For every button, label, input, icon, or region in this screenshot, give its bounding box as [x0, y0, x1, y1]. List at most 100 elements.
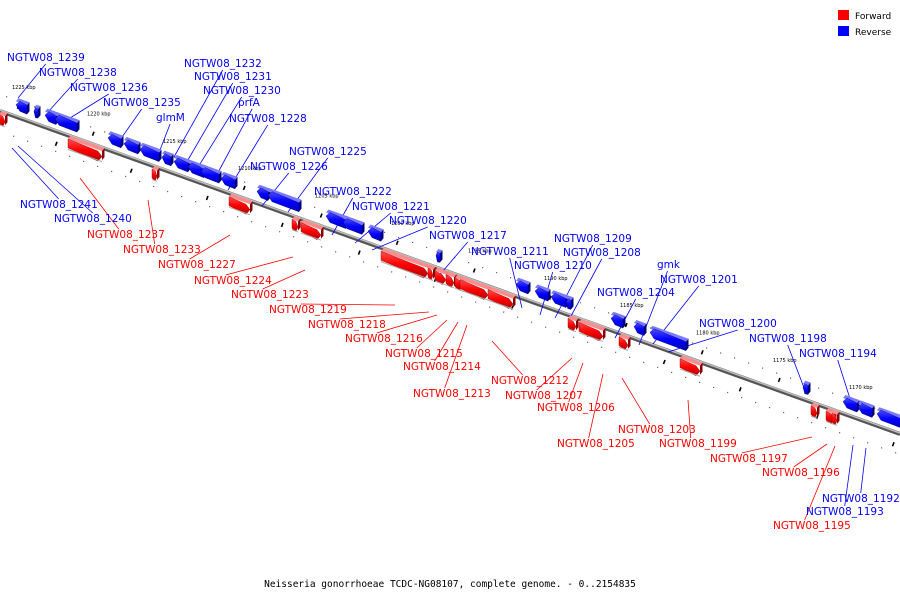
gene-label-ngtw08-1195[interactable]: NGTW08_1195	[773, 520, 851, 532]
reverse-gene-feature[interactable]	[267, 188, 302, 213]
forward-gene-feature[interactable]	[427, 265, 436, 281]
reverse-gene-feature[interactable]	[256, 184, 271, 201]
gene-label-ngtw08-1210[interactable]: NGTW08_1210	[514, 260, 592, 272]
label-leader-lines	[11, 63, 867, 521]
leader-line	[173, 69, 224, 158]
gene-label-ngtw08-1217[interactable]: NGTW08_1217	[429, 230, 507, 242]
gene-label-ngtw08-1239[interactable]: NGTW08_1239	[7, 52, 85, 64]
gene-label-ngtw08-1207[interactable]: NGTW08_1207	[505, 390, 583, 402]
reverse-gene-feature[interactable]	[802, 380, 811, 395]
gene-label-ngtw08-1228[interactable]: NGTW08_1228	[229, 113, 307, 125]
gene-label-ngtw08-1238[interactable]: NGTW08_1238	[39, 67, 117, 79]
gene-label-ngtw08-1194[interactable]: NGTW08_1194	[799, 348, 877, 360]
gene-label-ngtw08-1208[interactable]: NGTW08_1208	[563, 247, 641, 259]
reverse-gene-feature[interactable]	[123, 137, 141, 155]
gene-label-ngtw08-1241[interactable]: NGTW08_1241	[20, 199, 98, 211]
reverse-gene-feature[interactable]	[367, 224, 384, 242]
gene-label-ngtw08-1213[interactable]: NGTW08_1213	[413, 388, 491, 400]
gene-label-ngtw08-1211[interactable]: NGTW08_1211	[471, 246, 549, 258]
gene-label-ngtw08-1206[interactable]: NGTW08_1206	[537, 402, 615, 414]
reverse-gene-feature[interactable]	[200, 164, 222, 184]
gene-label-ngtw08-1235[interactable]: NGTW08_1235	[103, 97, 181, 109]
forward-gene-feature[interactable]	[487, 286, 516, 310]
reverse-gene-feature[interactable]	[649, 325, 689, 351]
forward-gene-feature[interactable]	[291, 216, 301, 233]
forward-gene-feature[interactable]	[228, 193, 253, 216]
forward-gene-feature[interactable]	[300, 219, 324, 241]
forward-gene-feature[interactable]	[0, 111, 8, 128]
reverse-gene-feature[interactable]	[107, 131, 124, 149]
gene-label-ngtw08-1226[interactable]: NGTW08_1226	[250, 161, 328, 173]
forward-gene-feature[interactable]	[67, 135, 105, 163]
gene-label-ngtw08-1224[interactable]: NGTW08_1224	[194, 275, 272, 287]
gene-label-ngtw08-1222[interactable]: NGTW08_1222	[314, 186, 392, 198]
forward-gene-feature[interactable]	[618, 333, 631, 351]
forward-gene-feature[interactable]	[567, 315, 579, 333]
reverse-gene-feature[interactable]	[534, 284, 551, 302]
reverse-gene-feature[interactable]	[550, 290, 569, 308]
gene-label-ngtw08-1232[interactable]: NGTW08_1232	[184, 58, 262, 70]
legend-label-forward: Forward	[855, 12, 891, 22]
reverse-gene-feature[interactable]	[633, 320, 647, 336]
reverse-gene-feature[interactable]	[139, 142, 162, 162]
gene-label-ngtw08-1230[interactable]: NGTW08_1230	[203, 85, 281, 97]
reverse-gene-feature[interactable]	[515, 277, 531, 295]
gene-label-prfa[interactable]: prfA	[238, 97, 261, 109]
forward-gene-feature[interactable]	[380, 248, 431, 280]
reverse-gene-feature[interactable]	[565, 295, 574, 310]
track-dot	[321, 246, 323, 248]
reverse-gene-feature[interactable]	[44, 108, 59, 125]
gene-label-ngtw08-1205[interactable]: NGTW08_1205	[557, 438, 635, 450]
forward-gene-feature[interactable]	[434, 267, 449, 286]
gene-label-ngtw08-1198[interactable]: NGTW08_1198	[749, 333, 827, 345]
gene-label-ngtw08-1193[interactable]: NGTW08_1193	[806, 506, 884, 518]
gene-label-ngtw08-1218[interactable]: NGTW08_1218	[308, 319, 386, 331]
gene-label-ngtw08-1204[interactable]: NGTW08_1204	[597, 287, 675, 299]
legend: Forward Reverse	[838, 10, 892, 38]
gene-label-ngtw08-1214[interactable]: NGTW08_1214	[403, 361, 481, 373]
gene-label-ngtw08-1192[interactable]: NGTW08_1192	[822, 493, 900, 505]
gene-label-ngtw08-1233[interactable]: NGTW08_1233	[123, 244, 201, 256]
gene-label-ngtw08-1240[interactable]: NGTW08_1240	[54, 213, 132, 225]
reverse-gene-feature[interactable]	[54, 112, 80, 133]
reverse-gene-feature[interactable]	[161, 150, 174, 167]
reverse-gene-feature[interactable]	[610, 311, 626, 329]
feature-side-face	[219, 171, 222, 184]
gene-label-ngtw08-1197[interactable]: NGTW08_1197	[710, 453, 788, 465]
gene-label-glmm[interactable]: glmM	[156, 112, 185, 124]
gene-label-ngtw08-1223[interactable]: NGTW08_1223	[231, 289, 309, 301]
gene-label-ngtw08-1201[interactable]: NGTW08_1201	[660, 274, 738, 286]
forward-gene-feature[interactable]	[578, 319, 606, 342]
reverse-gene-feature[interactable]	[876, 407, 900, 428]
forward-gene-feature[interactable]	[810, 402, 820, 419]
reverse-gene-feature[interactable]	[173, 154, 191, 173]
gene-label-ngtw08-1237[interactable]: NGTW08_1237	[87, 229, 165, 241]
reverse-gene-feature[interactable]	[15, 98, 30, 115]
gene-label-ngtw08-1215[interactable]: NGTW08_1215	[385, 348, 463, 360]
gene-label-ngtw08-1216[interactable]: NGTW08_1216	[345, 333, 423, 345]
gene-label-ngtw08-1200[interactable]: NGTW08_1200	[699, 318, 777, 330]
forward-gene-feature[interactable]	[151, 166, 160, 182]
gene-label-ngtw08-1219[interactable]: NGTW08_1219	[269, 304, 347, 316]
gene-label-ngtw08-1220[interactable]: NGTW08_1220	[389, 215, 467, 227]
reverse-gene-feature[interactable]	[220, 171, 238, 190]
forward-gene-feature[interactable]	[679, 355, 703, 377]
gene-label-ngtw08-1212[interactable]: NGTW08_1212	[491, 375, 569, 387]
gene-label-ngtw08-1227[interactable]: NGTW08_1227	[158, 259, 236, 271]
gene-label-ngtw08-1203[interactable]: NGTW08_1203	[618, 424, 696, 436]
gene-label-ngtw08-1231[interactable]: NGTW08_1231	[194, 71, 272, 83]
reverse-gene-feature[interactable]	[857, 400, 875, 418]
gene-label-ngtw08-1236[interactable]: NGTW08_1236	[70, 82, 148, 94]
reverse-gene-feature[interactable]	[342, 215, 365, 235]
gene-label-ngtw08-1221[interactable]: NGTW08_1221	[352, 201, 430, 213]
reverse-gene-feature[interactable]	[842, 395, 860, 413]
gene-label-ngtw08-1209[interactable]: NGTW08_1209	[554, 233, 632, 245]
forward-gene-feature[interactable]	[831, 410, 840, 426]
gene-label-ngtw08-1196[interactable]: NGTW08_1196	[762, 467, 840, 479]
reverse-gene-feature[interactable]	[33, 104, 41, 119]
legend-label-reverse: Reverse	[855, 28, 892, 38]
reverse-gene-feature[interactable]	[435, 248, 443, 263]
gene-label-gmk[interactable]: gmk	[657, 259, 681, 271]
gene-label-ngtw08-1199[interactable]: NGTW08_1199	[659, 438, 737, 450]
gene-label-ngtw08-1225[interactable]: NGTW08_1225	[289, 146, 367, 158]
